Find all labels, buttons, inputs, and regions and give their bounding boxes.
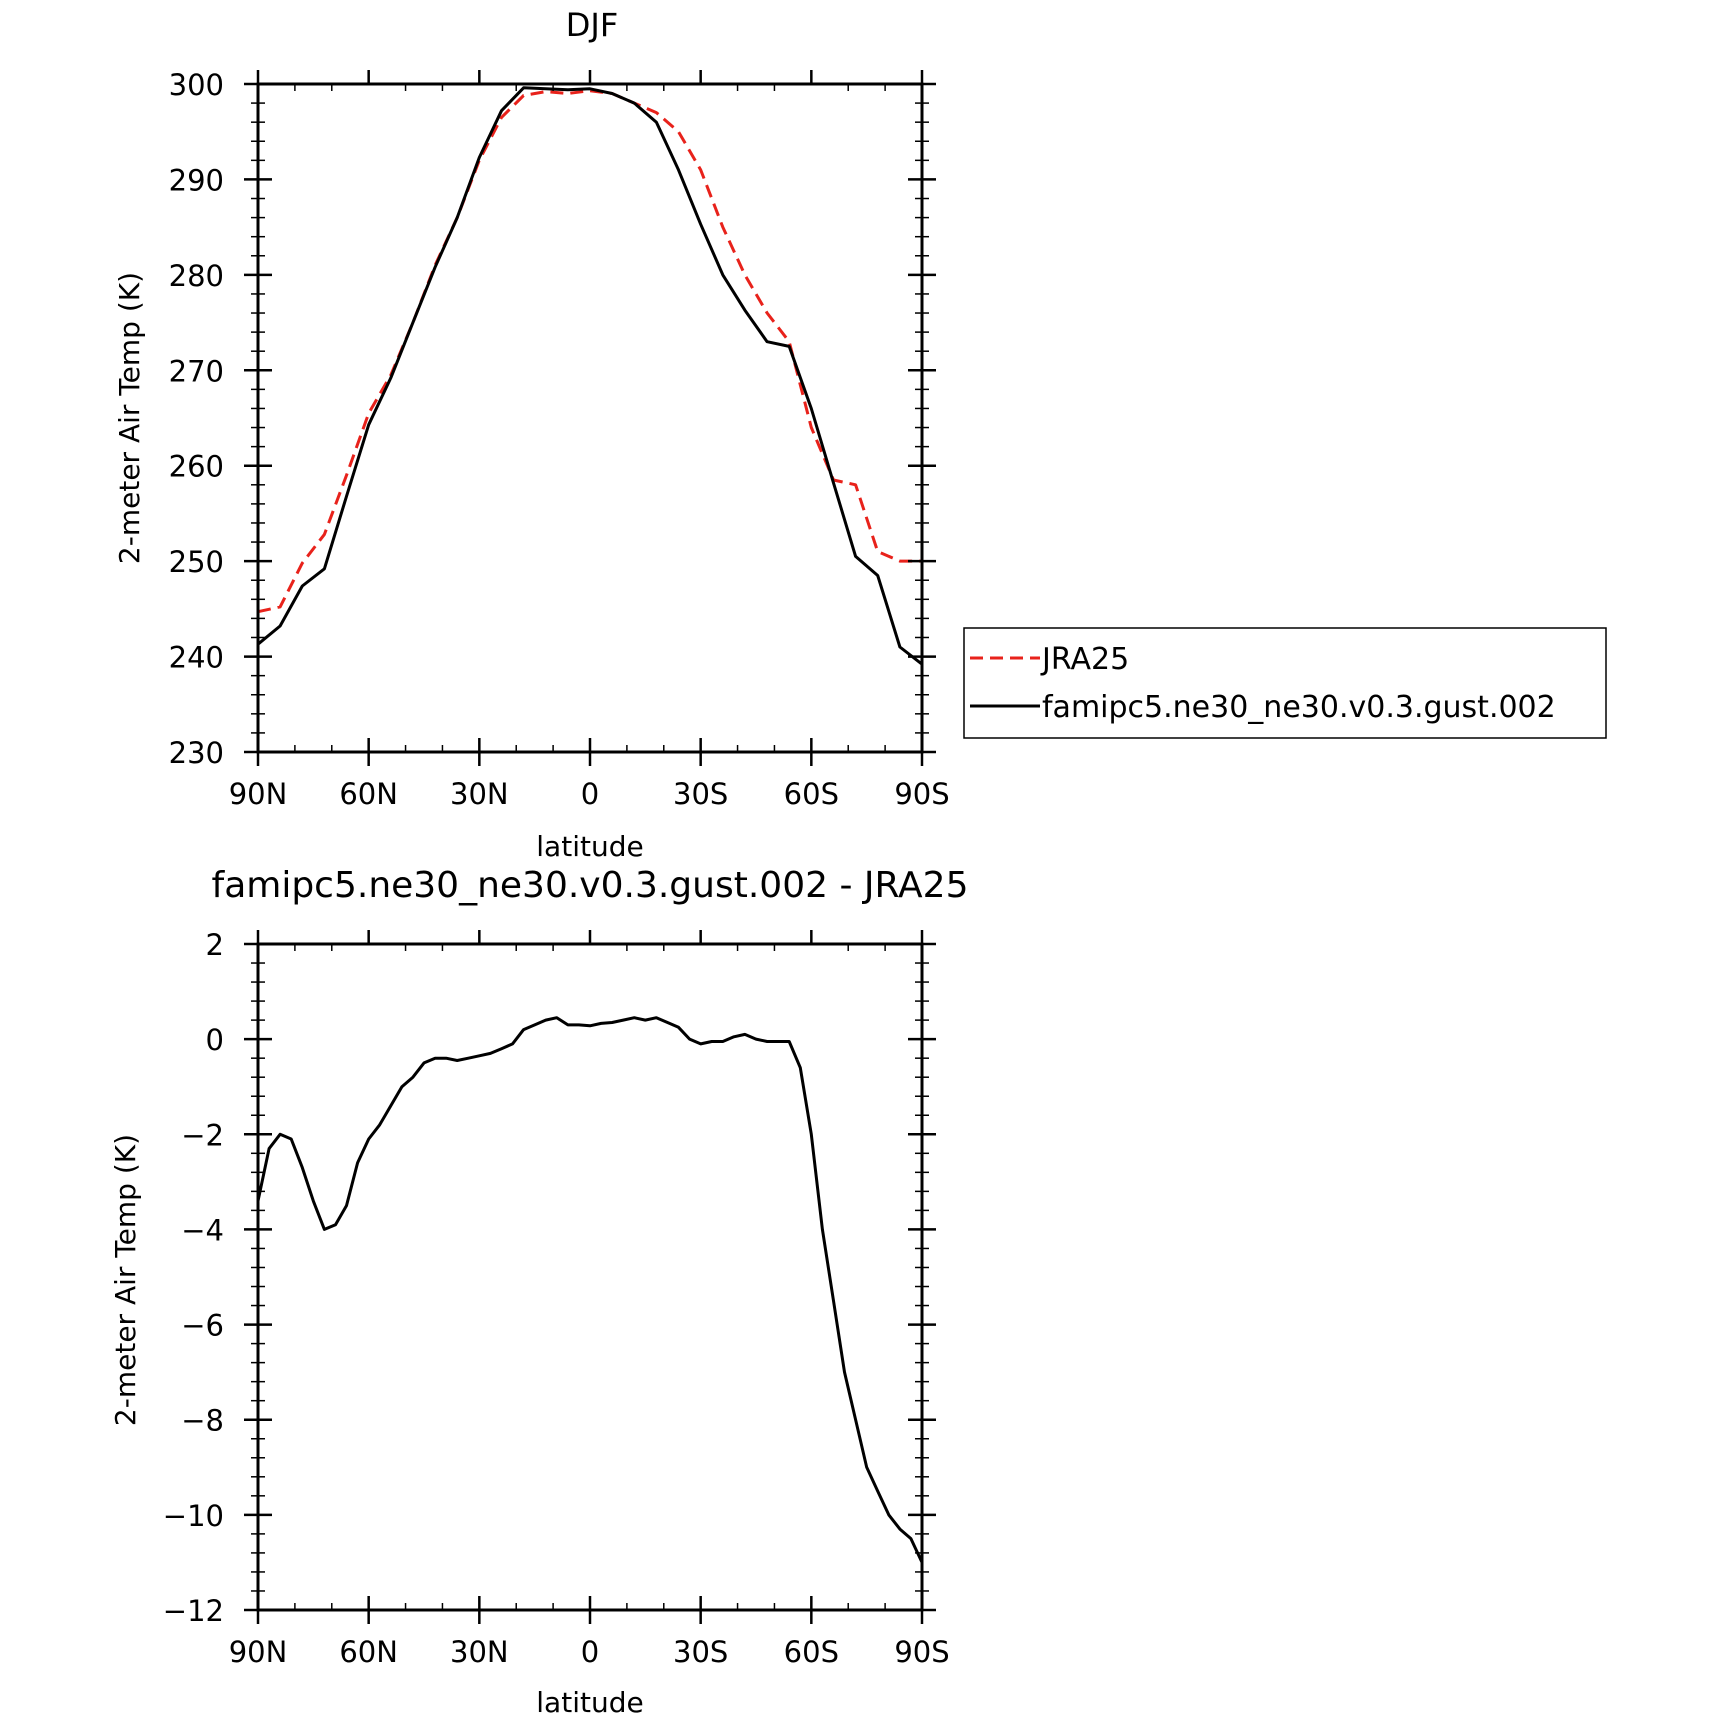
top-x-tick-label: 30N bbox=[450, 777, 509, 811]
bottom-y-tick-label: −8 bbox=[181, 1404, 224, 1438]
bottom-y-tick-label: −12 bbox=[163, 1594, 224, 1628]
top-y-tick-label: 290 bbox=[169, 163, 224, 197]
top-panel-djf: DJF 90N 60N 30N 0 30S 60S 90S 230 240 250 260 270 28… bbox=[113, 6, 950, 863]
top-y-tick-label: 280 bbox=[169, 259, 224, 293]
top-x-axis-label: latitude bbox=[536, 830, 643, 863]
bottom-plot-frame bbox=[256, 942, 924, 1612]
bottom-x-tick-label: 90S bbox=[894, 1635, 949, 1669]
top-x-tick-label: 60N bbox=[339, 777, 398, 811]
legend-model-label: famipc5.ne30_ne30.v0.3.gust.002 bbox=[1042, 690, 1556, 725]
bottom-x-tick-label: 30N bbox=[450, 1635, 509, 1669]
bottom-y-axis-label: 2-meter Air Temp (K) bbox=[109, 1134, 142, 1426]
top-y-tick-label: 240 bbox=[169, 641, 224, 675]
bottom-y-tick-label: −2 bbox=[181, 1118, 224, 1152]
top-x-tick-label: 90N bbox=[229, 777, 288, 811]
legend-jra25-label: JRA25 bbox=[1040, 642, 1129, 677]
bottom-x-tick-label: 60N bbox=[339, 1635, 398, 1669]
bottom-panel-difference: famipc5.ne30_ne30.v0.3.gust.002 - JRA25 … bbox=[109, 865, 968, 1717]
top-chart-title: DJF bbox=[566, 6, 618, 44]
top-plot-frame bbox=[256, 82, 924, 754]
top-x-tick-label: 30S bbox=[673, 777, 728, 811]
bottom-x-tick-label: 0 bbox=[581, 1635, 599, 1669]
bottom-chart-title: famipc5.ne30_ne30.v0.3.gust.002 - JRA25 bbox=[212, 865, 969, 906]
bottom-x-tick-label: 60S bbox=[784, 1635, 839, 1669]
bottom-y-tick-label: −4 bbox=[181, 1213, 224, 1247]
bottom-x-tick-label: 90N bbox=[229, 1635, 288, 1669]
bottom-series-line-0 bbox=[256, 1016, 924, 1564]
top-series-line-famipc5-ne30-ne30-v0-3-gust-002 bbox=[257, 86, 923, 666]
top-y-axis-label: 2-meter Air Temp (K) bbox=[113, 272, 146, 564]
bottom-x-axis-label: latitude bbox=[536, 1686, 643, 1717]
legend: JRA25 famipc5.ne30_ne30.v0.3.gust.002 bbox=[963, 627, 1607, 739]
bottom-y-tick-label: −6 bbox=[181, 1309, 224, 1343]
bottom-x-tick-label: 30S bbox=[673, 1635, 728, 1669]
top-x-tick-label: 90S bbox=[894, 777, 949, 811]
top-x-tick-label: 0 bbox=[581, 777, 599, 811]
top-y-tick-label: 250 bbox=[169, 545, 224, 579]
top-y-tick-label: 260 bbox=[169, 450, 224, 484]
bottom-y-tick-label: 0 bbox=[206, 1023, 224, 1057]
top-y-tick-label: 300 bbox=[169, 68, 224, 102]
top-series-line-jra25 bbox=[257, 89, 922, 614]
top-y-tick-label: 230 bbox=[169, 736, 224, 770]
top-x-tick-label: 60S bbox=[784, 777, 839, 811]
legend-box bbox=[963, 627, 1607, 739]
top-y-tick-label: 270 bbox=[169, 354, 224, 388]
bottom-y-tick-label: −10 bbox=[163, 1499, 224, 1533]
bottom-y-tick-label: 2 bbox=[206, 928, 224, 962]
